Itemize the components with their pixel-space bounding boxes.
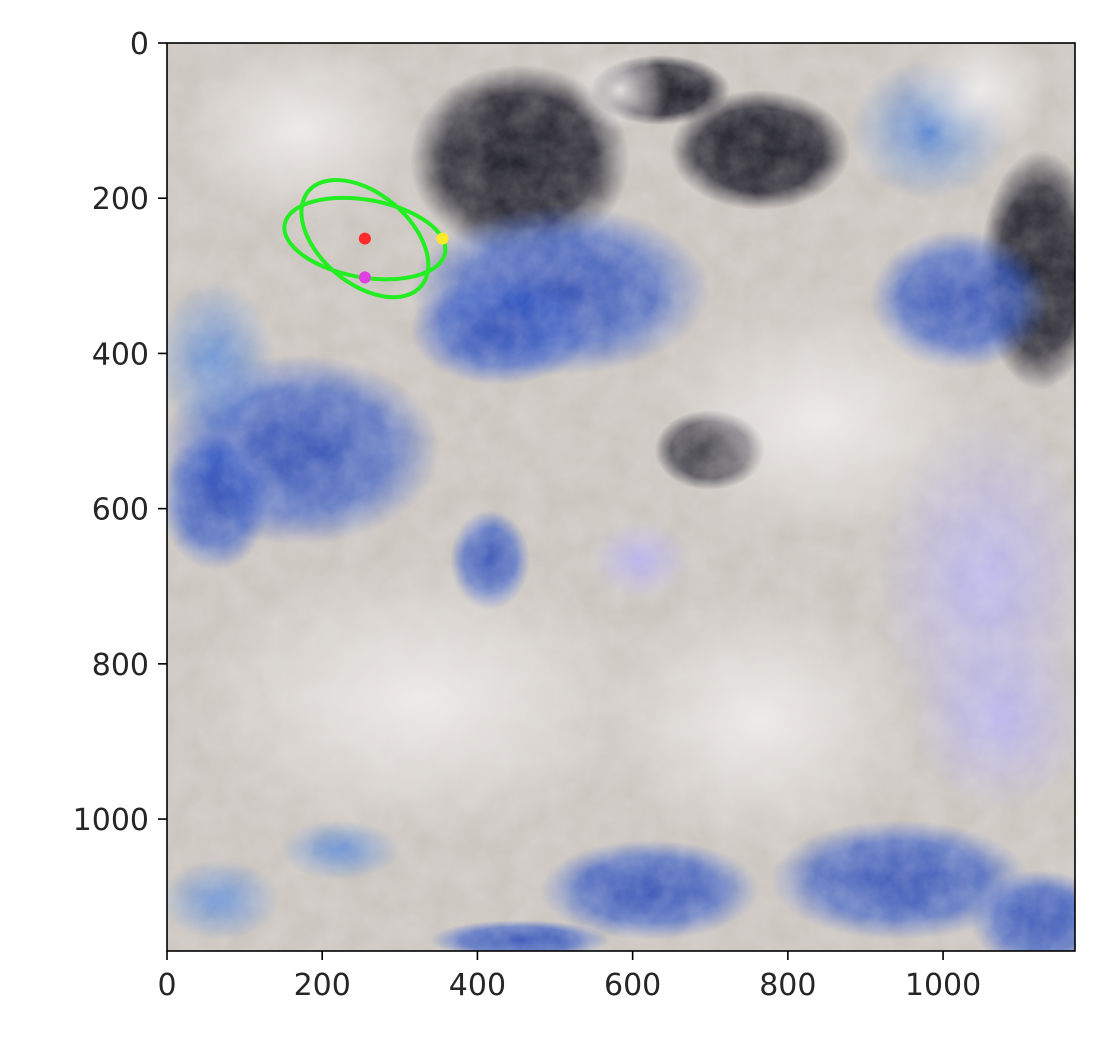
x-tick-label-4: 800	[759, 968, 816, 1003]
point-2	[358, 271, 371, 284]
ellipse-layer	[282, 177, 448, 300]
satellite-image	[167, 43, 1075, 951]
y-tick-label-5: 1000	[73, 803, 149, 838]
y-tick-label-1: 200	[92, 182, 149, 217]
point-layer	[358, 232, 449, 284]
y-tick-label-4: 800	[92, 648, 149, 683]
x-tick-label-1: 200	[294, 968, 351, 1003]
x-tick-label-5: 1000	[905, 968, 981, 1003]
y-tick-label-3: 600	[92, 493, 149, 528]
x-tick-label-2: 400	[449, 968, 506, 1003]
point-0	[358, 232, 371, 245]
x-tick-label-0: 0	[157, 968, 176, 1003]
ellipse-0	[282, 195, 448, 282]
y-tick-label-2: 400	[92, 337, 149, 372]
y-axis: 0 200 400 600 800 1000	[73, 27, 167, 838]
point-1	[436, 232, 449, 245]
ellipse-1	[299, 177, 431, 300]
y-tick-label-0: 0	[130, 27, 149, 62]
axes-frame	[166, 42, 1076, 952]
x-axis: 0 200 400 600 800 1000	[157, 951, 981, 1003]
x-tick-label-3: 600	[604, 968, 661, 1003]
